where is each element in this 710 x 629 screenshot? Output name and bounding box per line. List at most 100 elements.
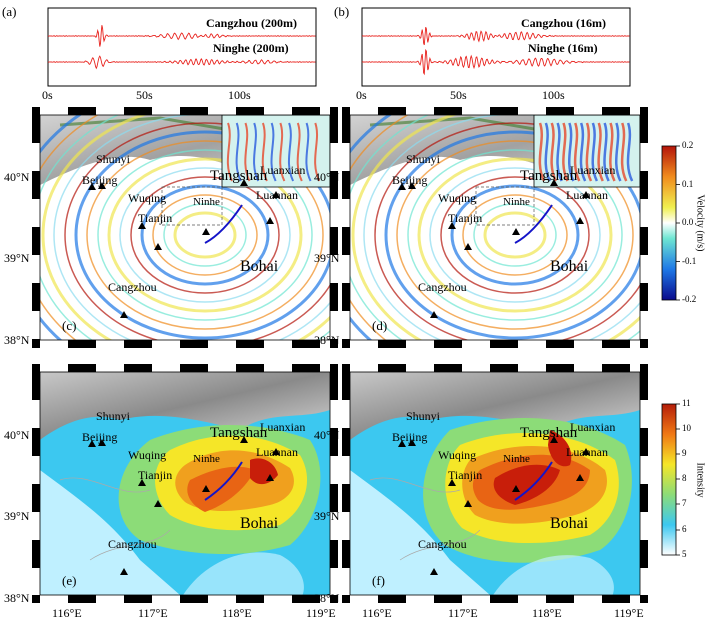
place-label-luanxian-c: Luanxian bbox=[260, 163, 306, 177]
place-label-shunyi-c: Shunyi bbox=[96, 152, 131, 166]
trace-a-cangzhou bbox=[47, 25, 316, 47]
station-marker-f-7 bbox=[464, 500, 472, 507]
station-marker-f-2 bbox=[550, 436, 558, 443]
lon-tick-f-117: 117°E bbox=[448, 606, 478, 620]
place-label-cangzhou-e: Cangzhou bbox=[108, 537, 157, 551]
place-label-luannan-f: Luannan bbox=[566, 445, 608, 459]
place-label-tianjin-d: Tianjin bbox=[448, 211, 483, 225]
station-marker-f-3 bbox=[582, 448, 590, 455]
lat-tick-e-39: 39°N bbox=[4, 509, 30, 523]
intensity-map-e bbox=[32, 364, 338, 603]
velocity-map-d bbox=[342, 107, 648, 348]
station-marker-d-2 bbox=[550, 179, 558, 186]
station-marker-f-4 bbox=[576, 474, 584, 481]
velocity-map-c bbox=[32, 107, 338, 348]
station-marker-d-7 bbox=[464, 243, 472, 250]
station-marker-e-1 bbox=[88, 440, 96, 447]
lon-tick-f-116: 116°E bbox=[362, 606, 392, 620]
lat-tick-d-38: 38°N bbox=[314, 333, 340, 347]
station-marker-e-6 bbox=[202, 485, 210, 492]
lon-tick-f-118: 118°E bbox=[532, 606, 562, 620]
lat-tick-f-38: 38°N bbox=[314, 591, 340, 605]
place-label-beijing-f: Beijing bbox=[392, 430, 428, 444]
intensity-colorbar-title: Intensity bbox=[694, 462, 706, 498]
station-marker-c-7 bbox=[154, 243, 162, 250]
place-label-tianjin-f: Tianjin bbox=[448, 468, 483, 482]
station-marker-c-4 bbox=[266, 217, 274, 224]
place-label-tangshan-e: Tangshan bbox=[210, 425, 268, 441]
seismogram-panel-a bbox=[47, 7, 317, 87]
station-marker-d-5 bbox=[448, 222, 456, 229]
place-label-luanxian-e: Luanxian bbox=[260, 420, 306, 434]
station-marker-f-6 bbox=[512, 485, 520, 492]
station-marker-f-8 bbox=[430, 568, 438, 575]
panel-label-b: (b) bbox=[334, 4, 350, 19]
place-label-ninhe-f: Ninhe bbox=[503, 453, 530, 465]
place-label-wuqing-c: Wuqing bbox=[128, 191, 167, 205]
place-label-wuqing-e: Wuqing bbox=[128, 448, 167, 462]
lon-tick-e-118: 118°E bbox=[222, 606, 252, 620]
velocity-colorbar bbox=[661, 145, 680, 301]
vel-tick-0: 0.2 bbox=[682, 140, 694, 150]
place-label-beijing-c: Beijing bbox=[82, 173, 118, 187]
intensity-colorbar bbox=[661, 403, 680, 556]
panel-label-e: (e) bbox=[62, 573, 77, 588]
place-label-bohai-c: Bohai bbox=[240, 258, 279, 275]
trace-label-a-ninghe: Ninghe (200m) bbox=[213, 41, 289, 55]
station-marker-c-6 bbox=[202, 228, 210, 235]
int-tick-4: 7 bbox=[682, 498, 687, 508]
lon-tick-f-119: 119°E bbox=[614, 606, 644, 620]
station-marker-f-1 bbox=[398, 440, 406, 447]
place-label-tianjin-c: Tianjin bbox=[138, 211, 173, 225]
station-markers bbox=[88, 179, 590, 575]
station-marker-e-0 bbox=[98, 439, 106, 446]
place-label-beijing-d: Beijing bbox=[392, 173, 428, 187]
place-label-ninhe-e: Ninhe bbox=[193, 453, 220, 465]
station-marker-e-8 bbox=[120, 568, 128, 575]
station-marker-c-2 bbox=[240, 179, 248, 186]
lat-tick-c-39: 39°N bbox=[4, 251, 30, 265]
lat-tick-c-40: 40°N bbox=[4, 170, 30, 184]
station-marker-c-5 bbox=[138, 222, 146, 229]
place-label-bohai-e: Bohai bbox=[240, 515, 279, 532]
seismogram-panel-b bbox=[361, 7, 631, 87]
lat-tick-f-39: 39°N bbox=[314, 509, 340, 523]
trace-b-ninghe bbox=[361, 48, 630, 76]
place-label-luannan-e: Luannan bbox=[256, 445, 298, 459]
place-label-cangzhou-d: Cangzhou bbox=[418, 280, 467, 294]
trace-label-b-ninghe: Ninghe (16m) bbox=[528, 41, 598, 55]
intensity-map-f bbox=[342, 364, 648, 603]
time-tick-b-0: 0s bbox=[356, 88, 367, 102]
place-label-cangzhou-f: Cangzhou bbox=[418, 537, 467, 551]
station-marker-c-1 bbox=[88, 183, 96, 190]
place-label-tangshan-c: Tangshan bbox=[210, 168, 268, 184]
place-label-shunyi-d: Shunyi bbox=[406, 152, 441, 166]
lon-tick-e-119: 119°E bbox=[306, 606, 336, 620]
station-marker-c-3 bbox=[272, 191, 280, 198]
station-marker-e-2 bbox=[240, 436, 248, 443]
station-marker-c-8 bbox=[120, 311, 128, 318]
place-label-ninhe-c: Ninhe bbox=[193, 196, 220, 208]
time-tick-a-100: 100s bbox=[228, 88, 251, 102]
trace-label-b-cangzhou: Cangzhou (16m) bbox=[521, 16, 607, 30]
place-label-tianjin-e: Tianjin bbox=[138, 468, 173, 482]
place-label-shunyi-f: Shunyi bbox=[406, 409, 441, 423]
lat-tick-e-40: 40°N bbox=[4, 428, 30, 442]
int-tick-1: 10 bbox=[682, 423, 691, 433]
station-marker-e-7 bbox=[154, 500, 162, 507]
trace-label-a-cangzhou: Cangzhou (200m) bbox=[206, 16, 298, 30]
vel-tick-4: -0.2 bbox=[682, 294, 697, 304]
station-marker-d-6 bbox=[512, 228, 520, 235]
lon-tick-e-117: 117°E bbox=[138, 606, 168, 620]
time-tick-b-50: 50s bbox=[450, 88, 467, 102]
panel-label-f: (f) bbox=[372, 573, 385, 588]
velocity-colorbar-title: Velocity (m/s) bbox=[694, 194, 706, 252]
time-tick-b-100: 100s bbox=[542, 88, 565, 102]
place-label-ninhe-d: Ninhe bbox=[503, 196, 530, 208]
place-label-wuqing-f: Wuqing bbox=[438, 448, 477, 462]
int-tick-3: 8 bbox=[682, 473, 687, 483]
station-marker-e-5 bbox=[138, 479, 146, 486]
time-tick-a-0: 0s bbox=[42, 88, 53, 102]
panel-label-a: (a) bbox=[2, 4, 17, 19]
